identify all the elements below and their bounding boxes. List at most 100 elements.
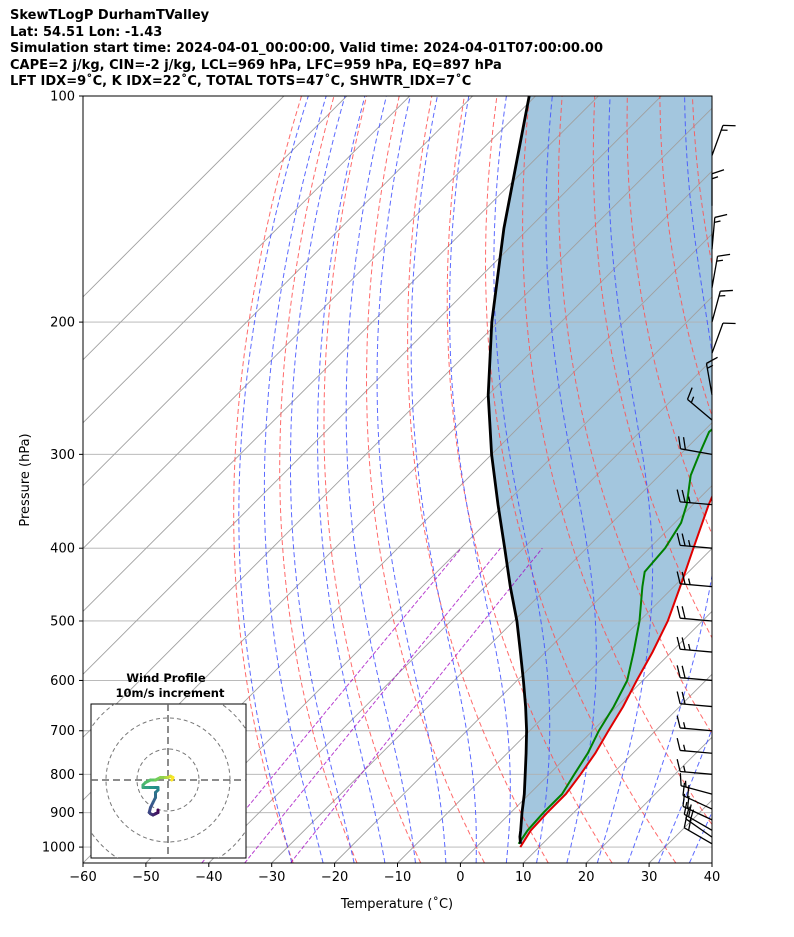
isobar-gridlines <box>83 96 712 848</box>
barb-flag <box>679 773 682 786</box>
dry-adiabat <box>790 96 794 863</box>
x-tick-label: 20 <box>578 870 595 885</box>
y-tick-label: 100 <box>50 90 75 105</box>
wind-barb <box>676 605 713 622</box>
moist-adiabat <box>627 96 712 863</box>
y-tick-label: 900 <box>50 806 75 821</box>
wind-barb <box>679 773 713 795</box>
moist-adiabat <box>720 96 794 863</box>
hodograph-subtitle: 10m/s increment <box>116 686 225 700</box>
barb-staff <box>680 501 713 506</box>
y-axis-label: Pressure (hPa) <box>18 433 33 526</box>
hodograph-plot <box>91 704 246 858</box>
dry-adiabat <box>592 96 712 639</box>
wind-barb <box>711 169 725 206</box>
wind-barb <box>676 532 713 549</box>
wind-barb <box>711 322 736 354</box>
barb-flag <box>686 387 693 400</box>
x-tick-label: −40 <box>195 870 222 885</box>
wind-barb <box>676 691 713 708</box>
barb-half-flag <box>687 539 691 547</box>
moist-adiabat <box>290 96 355 863</box>
barb-staff <box>711 256 719 288</box>
x-tick-label: −60 <box>69 870 96 885</box>
barb-staff <box>685 818 713 838</box>
barb-flag <box>676 489 681 503</box>
barb-flag <box>676 636 681 650</box>
barb-flag <box>676 571 681 584</box>
moist-adiabat <box>316 96 386 863</box>
dewpoint-line <box>517 428 712 845</box>
time-line: Simulation start time: 2024-04-01_00:00:… <box>10 41 603 56</box>
moist-adiabat <box>263 96 327 863</box>
isotherm-line <box>460 610 712 863</box>
barb-half-flag <box>714 220 721 224</box>
barb-flag <box>681 571 686 585</box>
barb-flag <box>681 533 686 546</box>
dry-adiabat <box>407 96 549 863</box>
barb-staff <box>711 322 724 354</box>
barb-flag <box>682 437 687 450</box>
barb-staff <box>682 794 713 810</box>
x-tick-label: −50 <box>132 870 159 885</box>
moist-adiabat <box>238 96 309 863</box>
barb-half-flag <box>711 176 719 180</box>
isotherm-line <box>208 359 712 863</box>
x-tick-label: 30 <box>641 870 658 885</box>
x-tick-label: 40 <box>704 870 721 885</box>
barb-flag <box>681 489 686 503</box>
wind-barb <box>705 356 718 395</box>
wind-barb <box>676 738 713 754</box>
y-tick-label: 1000 <box>42 841 75 856</box>
isotherm-line <box>145 296 712 863</box>
dry-adiabat <box>659 96 712 418</box>
barb-flag <box>682 782 686 796</box>
barb-flag <box>681 665 686 679</box>
barb-flag <box>676 605 681 619</box>
barb-staff <box>680 448 713 455</box>
barb-staff <box>683 813 713 831</box>
axes: −60 −50 −40 −30 −20 −10 0 10 20 30 40 100 200 300 400 5… <box>42 90 720 886</box>
dry-adiabat-lines <box>233 96 794 863</box>
y-tick-label: 700 <box>50 724 75 739</box>
barb-staff <box>683 827 713 845</box>
barb-flag <box>676 738 681 751</box>
barb-staff <box>680 583 713 588</box>
barb-flag <box>687 804 692 817</box>
barb-flag <box>711 169 725 175</box>
barb-flag <box>676 532 681 546</box>
wind-barb <box>686 387 713 421</box>
hodograph-title: Wind Profile <box>126 671 206 685</box>
y-tick-label: 400 <box>50 542 75 557</box>
mixing-ratio-line <box>244 547 501 863</box>
barb-flag <box>676 665 681 678</box>
isotherm-line <box>83 96 662 675</box>
barb-staff <box>680 648 713 653</box>
barb-flag <box>706 356 718 364</box>
wind-barb <box>676 636 713 653</box>
wind-barb <box>676 571 713 588</box>
chart-title: SkewTLogP DurhamTValley <box>10 8 210 23</box>
barb-staff <box>680 544 713 549</box>
wind-barb <box>711 289 733 323</box>
isotherm-line <box>83 96 599 613</box>
barb-half-flag <box>687 496 691 503</box>
wind-barb <box>676 715 713 732</box>
barb-half-flag <box>683 765 686 773</box>
x-axis-label: Temperature (˚C) <box>340 896 453 912</box>
indices-line: CAPE=2 j/kg, CIN=-2 j/kg, LCL=969 hPa, L… <box>10 57 502 73</box>
barb-flag <box>714 213 728 219</box>
barb-flag <box>681 637 686 650</box>
y-tick-label: 200 <box>50 316 75 331</box>
barb-staff <box>705 363 713 395</box>
moist-adiabat <box>345 96 416 863</box>
barb-staff <box>680 617 713 622</box>
barb-flag <box>676 691 681 704</box>
y-tick-label: 500 <box>50 614 75 629</box>
wind-barbs <box>676 124 736 845</box>
dry-adiabat <box>522 96 712 826</box>
isotherm-line <box>83 96 285 298</box>
wind-barb <box>711 124 736 156</box>
dry-adiabat <box>233 96 302 863</box>
